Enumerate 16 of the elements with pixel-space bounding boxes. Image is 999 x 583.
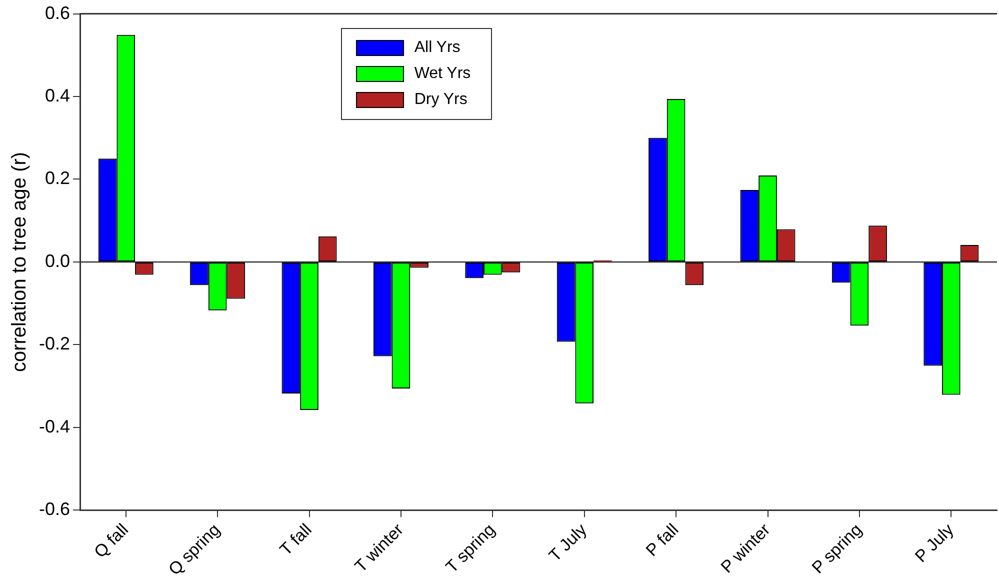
y-axis-title: correlation to tree age (r)	[8, 152, 31, 372]
x-tick-label: P July	[911, 520, 958, 566]
y-tick-label: 0.0	[44, 250, 70, 271]
x-tick-label: Q fall	[90, 520, 132, 562]
y-tick-label: -0.6	[38, 499, 70, 520]
legend-label: Dry Yrs	[414, 90, 468, 110]
legend-label: All Yrs	[414, 38, 460, 58]
y-tick-label: -0.4	[38, 416, 70, 436]
y-tick-label: 0.6	[44, 2, 70, 23]
y-tick-label: 0.4	[44, 85, 70, 106]
y-tick-label: 0.2	[44, 168, 70, 188]
legend-label: Wet Yrs	[414, 64, 471, 84]
y-tick-label: -0.2	[38, 334, 70, 354]
x-tick-label: T fall	[276, 520, 316, 560]
x-tick-label: P fall	[642, 520, 682, 560]
x-tick-label: T July	[545, 520, 591, 566]
